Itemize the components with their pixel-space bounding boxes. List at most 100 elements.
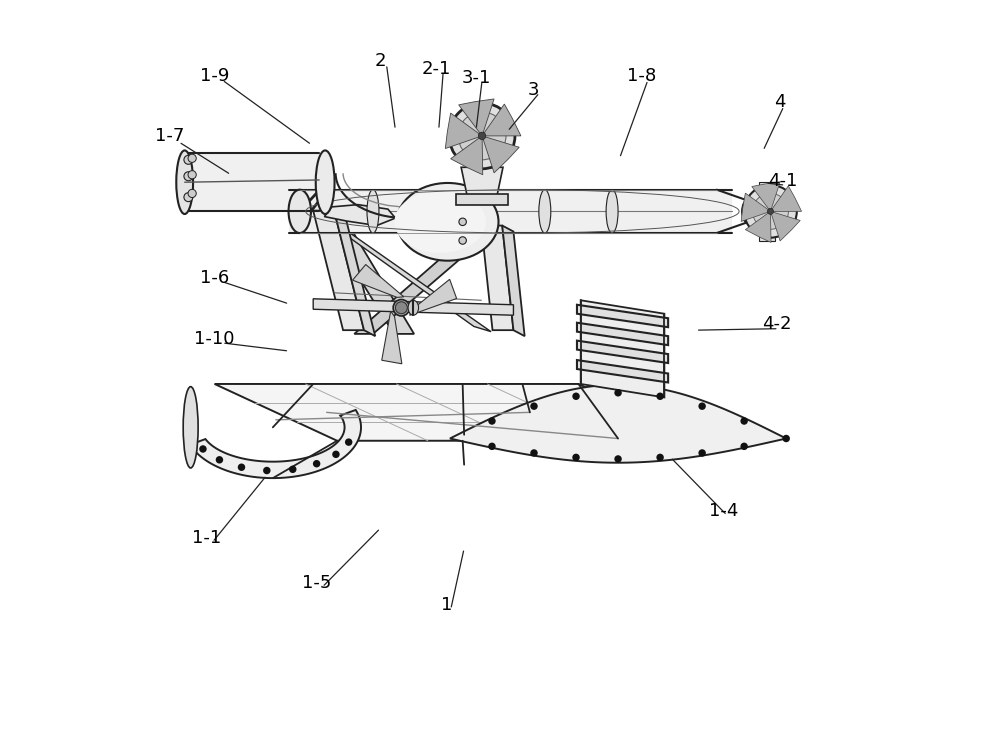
Polygon shape [502, 226, 525, 336]
Polygon shape [770, 186, 802, 211]
Ellipse shape [367, 190, 379, 233]
Polygon shape [190, 410, 361, 478]
Text: 4-1: 4-1 [768, 172, 797, 190]
Polygon shape [313, 298, 513, 315]
Ellipse shape [698, 449, 706, 457]
Polygon shape [577, 360, 668, 382]
Polygon shape [481, 226, 513, 330]
Polygon shape [754, 206, 782, 212]
Ellipse shape [345, 439, 352, 446]
Ellipse shape [184, 155, 193, 164]
Ellipse shape [289, 466, 296, 473]
Ellipse shape [289, 190, 311, 233]
Ellipse shape [488, 442, 496, 450]
Ellipse shape [572, 392, 580, 400]
Text: 3: 3 [528, 80, 539, 98]
Ellipse shape [238, 464, 245, 471]
Ellipse shape [316, 151, 335, 214]
Text: 4-2: 4-2 [762, 315, 791, 333]
Polygon shape [770, 211, 800, 241]
Text: 1-1: 1-1 [192, 529, 222, 547]
Polygon shape [581, 300, 664, 398]
Ellipse shape [459, 237, 466, 244]
Polygon shape [451, 136, 483, 175]
Polygon shape [759, 182, 775, 188]
Ellipse shape [614, 389, 622, 397]
Ellipse shape [397, 183, 499, 261]
Polygon shape [334, 211, 375, 336]
Polygon shape [322, 218, 414, 334]
Ellipse shape [188, 171, 196, 178]
Ellipse shape [408, 300, 419, 315]
Ellipse shape [572, 454, 580, 461]
Polygon shape [461, 167, 503, 196]
Polygon shape [482, 104, 521, 136]
Ellipse shape [740, 417, 748, 424]
Ellipse shape [656, 392, 664, 400]
Ellipse shape [539, 190, 551, 233]
Polygon shape [577, 340, 668, 363]
Ellipse shape [530, 449, 538, 457]
Polygon shape [353, 265, 404, 298]
Ellipse shape [742, 200, 756, 223]
Text: 1-7: 1-7 [155, 127, 184, 145]
Ellipse shape [459, 218, 466, 226]
Ellipse shape [184, 172, 193, 181]
Ellipse shape [216, 456, 223, 464]
Polygon shape [354, 220, 506, 334]
Ellipse shape [188, 189, 196, 197]
Text: 2-1: 2-1 [422, 60, 451, 78]
Ellipse shape [332, 451, 340, 458]
Ellipse shape [313, 460, 320, 467]
Polygon shape [313, 211, 364, 330]
Ellipse shape [606, 190, 618, 233]
Ellipse shape [188, 154, 196, 163]
Ellipse shape [530, 403, 538, 410]
Ellipse shape [458, 112, 506, 160]
Text: 3-1: 3-1 [461, 68, 491, 86]
Polygon shape [752, 182, 780, 212]
Ellipse shape [744, 185, 797, 238]
Ellipse shape [199, 446, 207, 453]
Polygon shape [410, 279, 457, 315]
Ellipse shape [488, 417, 496, 424]
Ellipse shape [698, 403, 706, 410]
Ellipse shape [614, 455, 622, 463]
Ellipse shape [753, 194, 788, 230]
Ellipse shape [176, 151, 193, 214]
Ellipse shape [740, 442, 748, 450]
Polygon shape [185, 153, 319, 212]
Text: 1-8: 1-8 [627, 67, 657, 85]
Polygon shape [577, 322, 668, 345]
Polygon shape [422, 209, 493, 222]
Polygon shape [759, 235, 775, 241]
Text: 1-5: 1-5 [302, 574, 332, 592]
Polygon shape [324, 205, 395, 226]
Text: 1: 1 [441, 596, 452, 614]
Polygon shape [577, 304, 668, 327]
Ellipse shape [393, 299, 410, 316]
Polygon shape [745, 211, 771, 242]
Polygon shape [215, 384, 700, 441]
Ellipse shape [656, 454, 664, 461]
Ellipse shape [449, 103, 515, 169]
Polygon shape [289, 190, 732, 233]
Ellipse shape [478, 132, 486, 140]
Text: 1-10: 1-10 [194, 330, 235, 348]
Polygon shape [459, 99, 494, 136]
Ellipse shape [184, 193, 193, 202]
Ellipse shape [768, 209, 773, 214]
Ellipse shape [782, 435, 790, 442]
Polygon shape [456, 194, 508, 205]
Ellipse shape [395, 302, 407, 313]
Text: 1-9: 1-9 [200, 67, 229, 85]
Ellipse shape [457, 190, 469, 233]
Text: 4: 4 [774, 93, 786, 111]
Text: 1-6: 1-6 [200, 268, 229, 286]
Text: 2: 2 [375, 53, 386, 70]
Polygon shape [741, 193, 770, 221]
Polygon shape [482, 136, 519, 172]
Polygon shape [450, 385, 786, 463]
Text: 1-4: 1-4 [709, 502, 739, 520]
Ellipse shape [394, 190, 486, 253]
